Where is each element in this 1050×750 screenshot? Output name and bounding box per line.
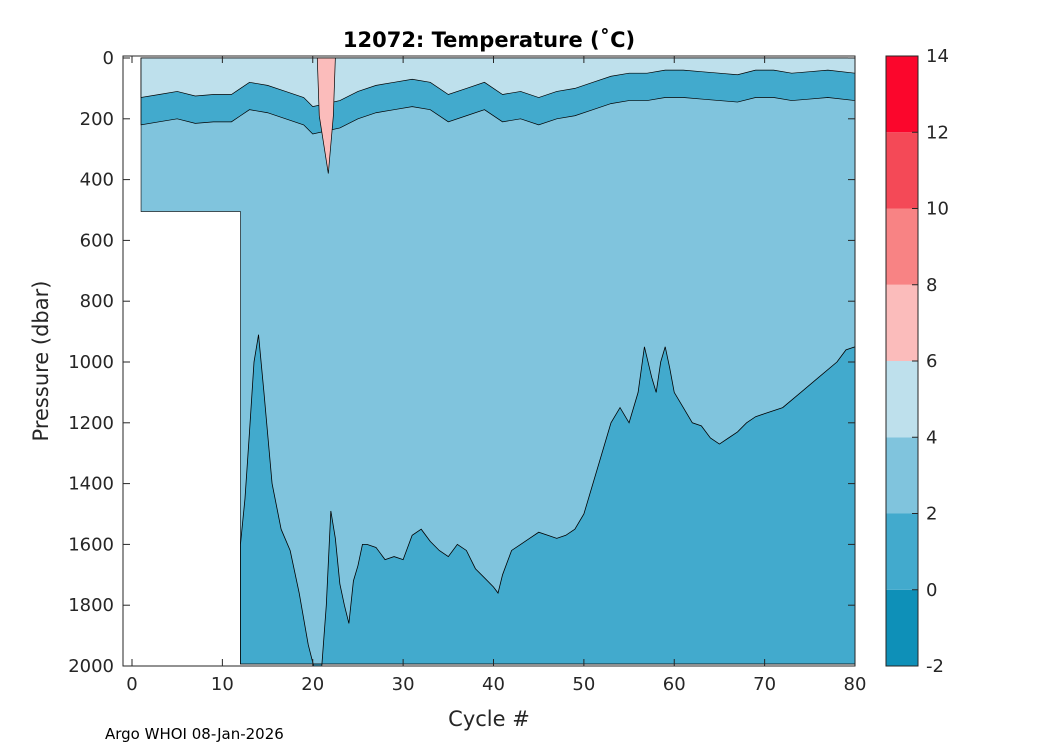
contour-band-0-2C-deep: [240, 334, 855, 666]
x-tick-label: 30: [392, 674, 415, 695]
x-axis-title: Cycle #: [448, 707, 530, 731]
colorbar-swatch: [886, 208, 918, 285]
plot-frame: [122, 55, 856, 667]
y-tick-label: 200: [80, 109, 114, 130]
colorbar-tick-label: 2: [926, 504, 937, 525]
colorbar-swatch: [886, 437, 918, 514]
y-tick-label: 2000: [68, 656, 114, 677]
colorbar-tick-label: -2: [926, 656, 944, 677]
colorbar-tick-label: 12: [926, 122, 949, 143]
x-tick-label: 50: [572, 674, 595, 695]
y-tick-label: 1600: [68, 534, 114, 555]
colorbar-swatch: [886, 589, 918, 666]
colorbar-tick-label: 0: [926, 580, 937, 601]
y-tick-label: 1800: [68, 595, 114, 616]
credit-footer: Argo WHOI 08-Jan-2026: [105, 725, 284, 743]
y-tick-label: 1200: [68, 413, 114, 434]
colorbar-swatch: [886, 56, 918, 133]
y-tick-label: 600: [80, 230, 114, 251]
y-tick-label: 400: [80, 170, 114, 191]
x-axis: 0 10 20 30 40 50 60 70 80: [126, 56, 866, 695]
colorbar-tick-label: 6: [926, 351, 937, 372]
x-tick-label: 70: [753, 674, 776, 695]
chart-title: 12072: Temperature (˚C): [343, 28, 635, 52]
colorbar-swatch: [886, 361, 918, 438]
x-tick-label: 80: [844, 674, 867, 695]
y-tick-label: 0: [103, 48, 114, 69]
colorbar-tick-label: 14: [926, 46, 949, 67]
x-tick-label: 40: [482, 674, 505, 695]
y-axis-title: Pressure (dbar): [29, 281, 53, 442]
colorbar-tick-label: 4: [926, 427, 937, 448]
colorbar-swatch: [886, 284, 918, 361]
y-tick-label: 800: [80, 291, 114, 312]
plot-area: [140, 57, 855, 666]
contour-band-6-8C-core: [316, 57, 336, 174]
colorbar-tick-label: 8: [926, 275, 937, 296]
x-tick-label: 0: [126, 674, 137, 695]
colorbar: 14 12 10 8 6 4 2 0 -2: [885, 46, 949, 677]
y-axis: 0 200 400 600 800 1000 1200 1400 1600 1800 2000: [68, 48, 855, 677]
y-tick-label: 1000: [68, 352, 114, 373]
x-tick-label: 10: [211, 674, 234, 695]
y-tick-label: 1400: [68, 474, 114, 495]
x-tick-label: 60: [663, 674, 686, 695]
colorbar-swatch: [886, 513, 918, 590]
colorbar-swatch: [886, 132, 918, 209]
colorbar-tick-label: 10: [926, 199, 949, 220]
x-tick-label: 20: [301, 674, 324, 695]
